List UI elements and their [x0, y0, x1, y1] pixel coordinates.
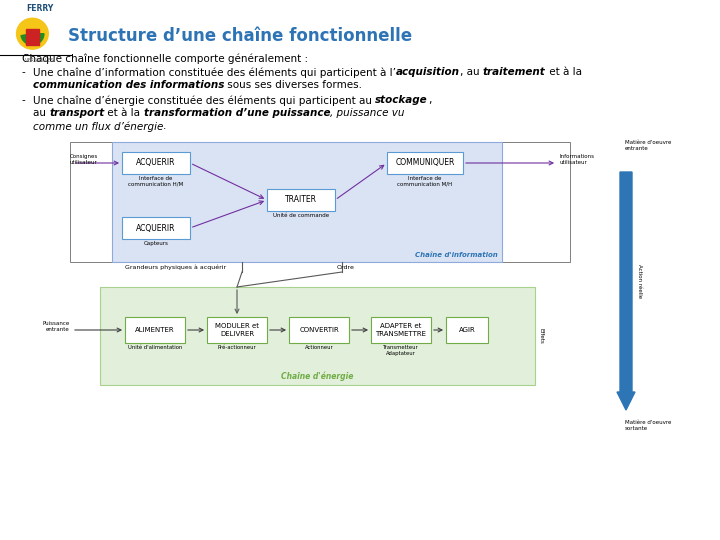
Text: Transmetteur
Adaptateur: Transmetteur Adaptateur	[383, 345, 419, 356]
FancyBboxPatch shape	[207, 317, 267, 343]
Text: Interface de
communication M/H: Interface de communication M/H	[397, 176, 453, 187]
Text: Pré-actionneur: Pré-actionneur	[217, 345, 256, 350]
Text: -: -	[22, 67, 26, 77]
Text: ,: ,	[428, 95, 431, 105]
Text: acquisition: acquisition	[396, 67, 460, 77]
Text: Puissance
entrante: Puissance entrante	[42, 321, 70, 332]
Text: Structure d’une chaîne fonctionnelle: Structure d’une chaîne fonctionnelle	[68, 27, 412, 45]
FancyArrow shape	[617, 172, 635, 410]
Text: , au: , au	[460, 67, 483, 77]
Text: Ordre: Ordre	[337, 265, 355, 270]
Text: Chaîne d'énergie: Chaîne d'énergie	[282, 372, 354, 381]
Text: Action réelle: Action réelle	[637, 264, 642, 298]
Text: TRAITER: TRAITER	[285, 195, 317, 205]
Text: transport: transport	[49, 108, 104, 118]
Text: Actionneur: Actionneur	[305, 345, 333, 350]
Text: Informations
utilisateur: Informations utilisateur	[559, 154, 594, 165]
Text: Chaîne d'information: Chaîne d'information	[415, 252, 498, 258]
FancyBboxPatch shape	[267, 189, 335, 211]
Text: comme un flux d’énergie: comme un flux d’énergie	[33, 121, 163, 132]
Bar	[26, 30, 39, 45]
FancyBboxPatch shape	[122, 152, 190, 174]
Text: Unité de commande: Unité de commande	[273, 213, 329, 218]
FancyBboxPatch shape	[289, 317, 349, 343]
Text: .: .	[163, 121, 167, 131]
Text: MODULER et
DELIVRER: MODULER et DELIVRER	[215, 323, 259, 336]
Text: CONVERTIR: CONVERTIR	[299, 327, 339, 333]
Text: au: au	[33, 108, 49, 118]
Text: Chaque chaîne fonctionnelle comporte généralement :: Chaque chaîne fonctionnelle comporte gén…	[22, 53, 308, 64]
Text: Matière d'oeuvre
sortante: Matière d'oeuvre sortante	[625, 420, 671, 431]
FancyBboxPatch shape	[446, 317, 488, 343]
FancyBboxPatch shape	[112, 142, 502, 262]
Text: COMMUNIQUER: COMMUNIQUER	[395, 159, 455, 167]
Text: Capteurs: Capteurs	[143, 241, 168, 246]
Text: Effets: Effets	[538, 328, 543, 344]
Text: Une chaîne d’information constituée des éléments qui participent à l’: Une chaîne d’information constituée des …	[33, 67, 396, 78]
FancyBboxPatch shape	[125, 317, 185, 343]
Text: stockage: stockage	[375, 95, 428, 105]
Text: Unité d'alimentation: Unité d'alimentation	[128, 345, 182, 350]
Text: Une chaîne d’énergie constituée des éléments qui participent au: Une chaîne d’énergie constituée des élém…	[33, 95, 375, 105]
Text: , puissance vu: , puissance vu	[330, 108, 405, 118]
Text: FERRY: FERRY	[26, 3, 53, 12]
Text: VERSAILLES: VERSAILLES	[24, 58, 55, 63]
Wedge shape	[17, 18, 48, 49]
Text: communication des informations: communication des informations	[33, 80, 225, 90]
Text: Consignes
utilisateur: Consignes utilisateur	[70, 154, 98, 165]
Text: ACQUERIR: ACQUERIR	[136, 159, 176, 167]
FancyBboxPatch shape	[371, 317, 431, 343]
Text: Matière d'oeuvre
entrante: Matière d'oeuvre entrante	[625, 140, 671, 151]
Text: traitement: traitement	[483, 67, 546, 77]
Text: ADAPTER et
TRANSMETTRE: ADAPTER et TRANSMETTRE	[376, 323, 426, 336]
FancyBboxPatch shape	[100, 287, 535, 385]
Text: sous ses diverses formes.: sous ses diverses formes.	[225, 80, 362, 90]
Text: ACQUERIR: ACQUERIR	[136, 224, 176, 233]
Text: transformation d’une puissance: transformation d’une puissance	[144, 108, 330, 118]
Text: Interface de
communication H/M: Interface de communication H/M	[128, 176, 184, 187]
FancyBboxPatch shape	[387, 152, 463, 174]
Text: et à la: et à la	[546, 67, 585, 77]
Text: AGIR: AGIR	[459, 327, 475, 333]
Text: ALIMENTER: ALIMENTER	[135, 327, 175, 333]
Text: -: -	[22, 95, 26, 105]
FancyBboxPatch shape	[122, 217, 190, 239]
Wedge shape	[21, 33, 44, 45]
Text: et à la: et à la	[104, 108, 144, 118]
Text: Grandeurs physiques à acquérir: Grandeurs physiques à acquérir	[125, 265, 226, 271]
